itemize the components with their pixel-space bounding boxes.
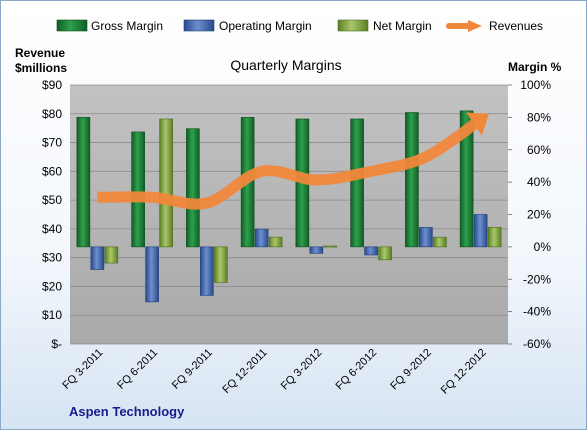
legend-arrow-icon bbox=[468, 20, 482, 32]
operating-margin-bar[interactable] bbox=[309, 246, 324, 254]
net-margin-bar[interactable] bbox=[214, 246, 228, 283]
operating-margin-bar[interactable] bbox=[254, 228, 269, 248]
legend-label-operating: Operating Margin bbox=[219, 19, 312, 33]
right-tick-label: 40% bbox=[527, 175, 551, 189]
legend-item-operating-margin[interactable]: Operating Margin bbox=[183, 19, 312, 33]
category-labels: FQ 3-2011 FQ 6-2011 FQ 9-2011 FQ 12-2011 FQ … bbox=[60, 347, 488, 397]
left-tick-label: $90 bbox=[42, 78, 62, 92]
left-tick-label: $70 bbox=[42, 136, 62, 150]
gross-margin-bar[interactable] bbox=[350, 118, 364, 248]
left-tick-label: $20 bbox=[42, 279, 62, 293]
left-tick-label: $10 bbox=[42, 308, 62, 322]
revenue-series bbox=[97, 112, 489, 210]
legend-label-gross: Gross Margin bbox=[91, 19, 163, 33]
gross-margin-bar[interactable] bbox=[405, 112, 419, 248]
gross-margin-bar[interactable] bbox=[459, 110, 474, 248]
legend-swatch-operating bbox=[183, 19, 215, 32]
legend-item-net-margin[interactable]: Net Margin bbox=[337, 19, 432, 33]
net-margin-bar[interactable] bbox=[433, 236, 447, 248]
operating-margin-bar[interactable] bbox=[145, 246, 159, 303]
category-label: FQ 12-2011 bbox=[220, 347, 269, 396]
operating-margin-bar[interactable] bbox=[364, 246, 378, 256]
right-tick-label: -40% bbox=[523, 305, 551, 319]
legend-label-net: Net Margin bbox=[373, 19, 432, 33]
operating-margin-bar[interactable] bbox=[473, 214, 488, 248]
legend-item-gross-margin[interactable]: Gross Margin bbox=[56, 19, 163, 33]
category-label: FQ 9-2011 bbox=[170, 347, 215, 392]
legend-item-revenues[interactable]: Revenues bbox=[446, 19, 543, 33]
bar-series bbox=[76, 110, 502, 303]
left-tick-label: $- bbox=[51, 337, 62, 351]
category-label: FQ 9-2012 bbox=[388, 347, 434, 393]
right-tick-label: 20% bbox=[527, 208, 551, 222]
net-margin-bar[interactable] bbox=[159, 118, 173, 248]
category-label: FQ 3-2011 bbox=[60, 347, 105, 392]
operating-margin-bar[interactable] bbox=[200, 246, 214, 296]
gross-margin-bar[interactable] bbox=[131, 131, 145, 248]
category-label: FQ 3-2012 bbox=[279, 347, 325, 393]
company-name: Aspen Technology bbox=[69, 404, 185, 419]
left-axis-title-line2: $millions bbox=[15, 61, 67, 75]
category-label: FQ 6-2011 bbox=[115, 347, 160, 392]
revenue-arrowhead bbox=[466, 112, 489, 136]
legend-swatch-gross bbox=[56, 19, 88, 32]
operating-margin-bar[interactable] bbox=[419, 227, 433, 248]
left-tick-label: $40 bbox=[42, 222, 62, 236]
right-tick-label: 0% bbox=[534, 240, 552, 254]
right-tick-label: -60% bbox=[523, 337, 551, 351]
left-tick-label: $30 bbox=[42, 251, 62, 265]
operating-margin-bar[interactable] bbox=[90, 246, 105, 270]
category-label: FQ 6-2012 bbox=[334, 347, 380, 393]
net-margin-bar[interactable] bbox=[487, 227, 502, 248]
right-axis-ticks: -60% -40% -20% 0% 20% 40% 60% 80% 100% bbox=[508, 78, 551, 351]
net-margin-bar[interactable] bbox=[104, 246, 119, 264]
left-tick-label: $80 bbox=[42, 107, 62, 121]
right-tick-label: 80% bbox=[527, 110, 551, 124]
left-axis-ticks: $- $10 $20 $30 $40 $50 $60 $70 $80 $90 bbox=[42, 78, 62, 351]
right-tick-label: 100% bbox=[520, 78, 551, 92]
left-axis-title-line1: Revenue bbox=[15, 46, 65, 60]
gross-margin-bar[interactable] bbox=[186, 128, 200, 248]
right-tick-label: -20% bbox=[523, 272, 551, 286]
right-tick-label: 60% bbox=[527, 143, 551, 157]
gross-margin-bar[interactable] bbox=[76, 117, 91, 248]
net-margin-bar[interactable] bbox=[268, 236, 283, 248]
legend-swatch-net bbox=[337, 19, 369, 32]
chart-title: Quarterly Margins bbox=[230, 57, 341, 73]
revenue-line[interactable] bbox=[97, 114, 484, 210]
net-margin-bar[interactable] bbox=[378, 246, 392, 261]
left-tick-label: $50 bbox=[42, 193, 62, 207]
legend-label-revenues: Revenues bbox=[489, 19, 543, 33]
legend: Gross Margin Operating Margin Net Margin… bbox=[56, 19, 543, 33]
right-axis-title: Margin % bbox=[508, 60, 562, 74]
left-tick-label: $60 bbox=[42, 164, 62, 178]
category-label: FQ 12-2012 bbox=[439, 347, 489, 397]
net-margin-bar[interactable] bbox=[323, 245, 338, 248]
